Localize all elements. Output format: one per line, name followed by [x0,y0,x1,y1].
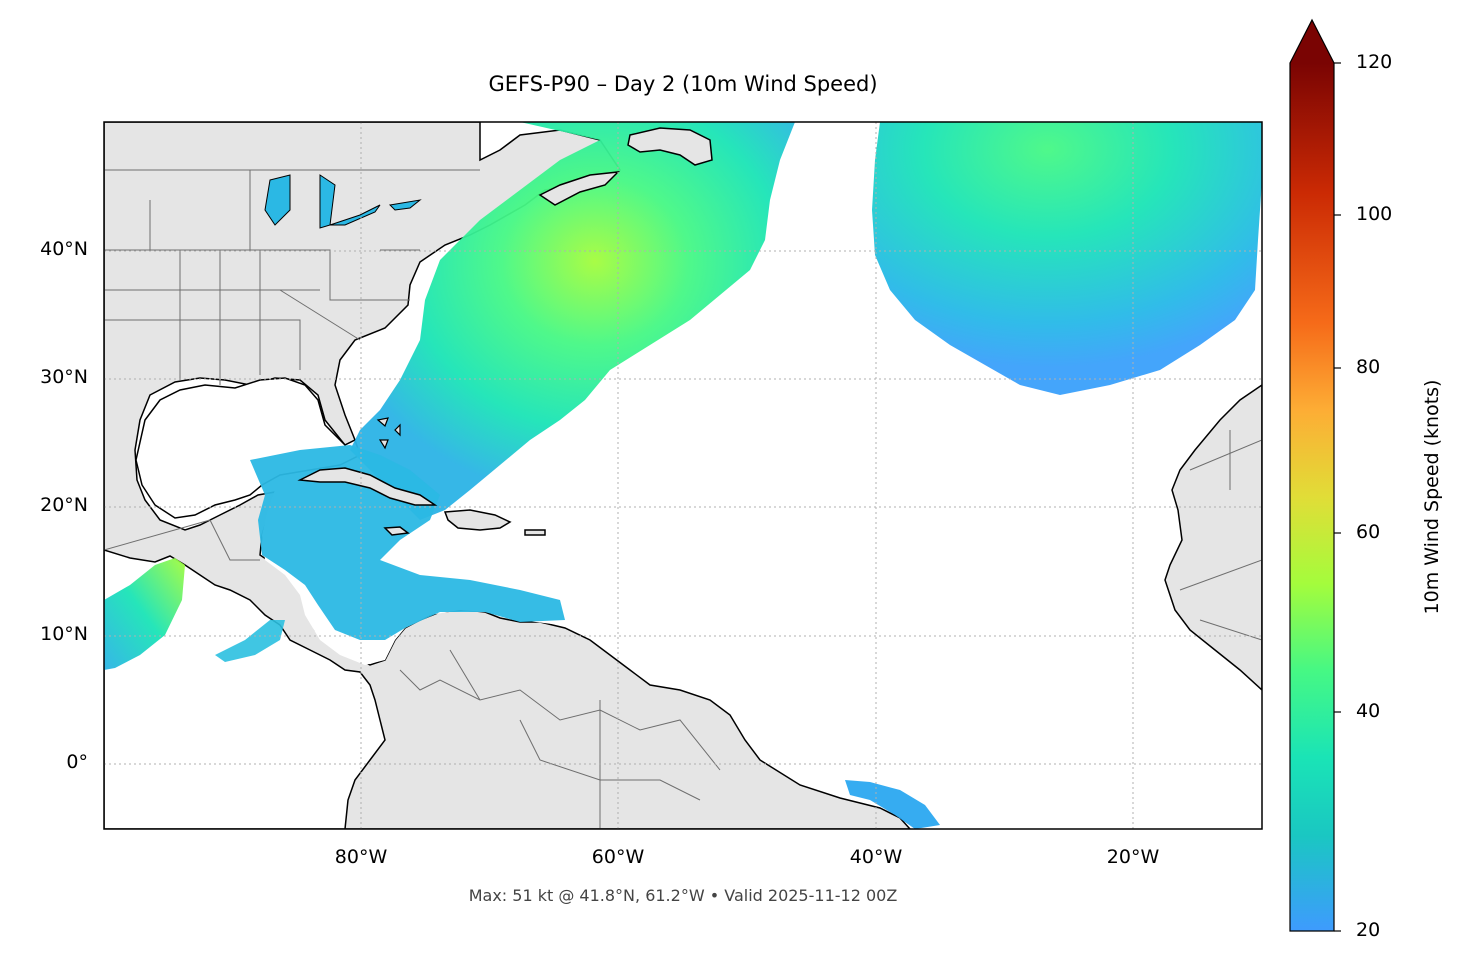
lat-tick-label: 10°N [40,623,88,645]
wind-brazil-coast [845,780,940,829]
colorbar-gradient [1290,63,1334,931]
wind-pacific [104,558,185,670]
map-title: GEFS-P90 – Day 2 (10m Wind Speed) [488,72,878,96]
colorbar-outline [1289,18,1335,932]
colorbar-tick-label: 100 [1356,203,1393,225]
colorbar [1289,18,1341,932]
great-lakes [264,174,422,229]
colorbar-tick-label: 80 [1356,356,1381,378]
lon-tick-label: 40°W [849,846,903,868]
lon-tick-label: 80°W [334,846,388,868]
puerto-rico [524,529,546,536]
africa-land [1164,384,1262,692]
pacific-ocean [104,549,386,829]
nova-scotia [538,171,621,206]
bahamas [376,417,401,450]
colorbar-tick-label: 40 [1356,700,1381,722]
map-footnote: Max: 51 kt @ 41.8°N, 61.2°W • Valid 2025… [468,886,898,905]
colorbar-extend-arrow [1290,20,1334,63]
wind-pacific-small [215,620,285,662]
lat-tick-label: 20°N [40,494,88,516]
wind-caribbean [250,445,565,640]
political-borders [104,169,1262,829]
colorbar-tick-marks [1334,62,1341,932]
colorbar-tick-label: 120 [1356,51,1393,73]
colorbar-tick-label: 60 [1356,521,1381,543]
colorbar-label: 10m Wind Speed (knots) [1421,379,1443,615]
map-frame [103,121,1263,830]
hispaniola [443,509,512,531]
newfoundland [627,127,713,166]
jamaica [383,526,410,536]
lon-tick-label: 20°W [1106,846,1160,868]
cuba [297,467,438,506]
lat-tick-label: 0° [66,751,88,773]
map-area [104,122,1262,829]
colorbar-tick-label: 20 [1356,919,1381,941]
lat-tick-label: 30°N [40,366,88,388]
wind-nw-atlantic [350,122,795,520]
lon-tick-label: 60°W [591,846,645,868]
wind-ne-atlantic [872,122,1262,395]
lat-tick-label: 40°N [40,238,88,260]
gridlines [104,122,1262,829]
